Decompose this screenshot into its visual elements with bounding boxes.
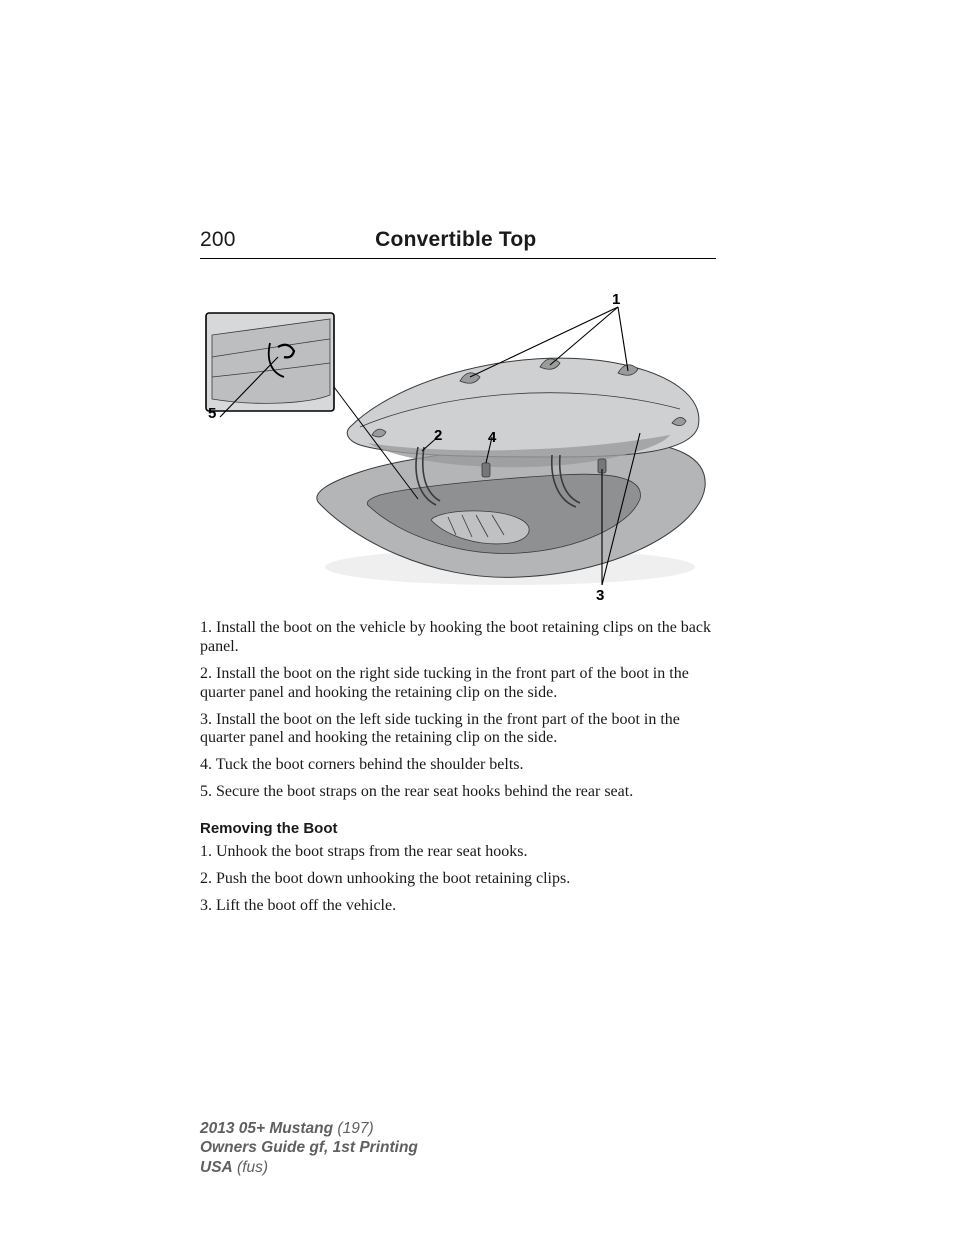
page-header: 200 Convertible Top xyxy=(200,228,716,259)
footer-model: 2013 05+ Mustang xyxy=(200,1120,333,1137)
callout-4: 4 xyxy=(488,429,496,446)
footer-region-code: (fus) xyxy=(233,1159,268,1176)
remove-steps: 1. Unhook the boot straps from the rear … xyxy=(200,843,716,916)
footer-region: USA xyxy=(200,1159,233,1176)
footer-block: 2013 05+ Mustang (197) Owners Guide gf, … xyxy=(200,1119,418,1177)
callout-1: 1 xyxy=(612,291,620,308)
callout-3: 3 xyxy=(596,587,604,604)
install-step: 5. Secure the boot straps on the rear se… xyxy=(200,783,716,802)
remove-step: 1. Unhook the boot straps from the rear … xyxy=(200,843,716,862)
manual-page: 200 Convertible Top xyxy=(0,0,954,1235)
remove-heading: Removing the Boot xyxy=(200,820,716,837)
page-title: Convertible Top xyxy=(196,228,716,252)
remove-step: 2. Push the boot down unhooking the boot… xyxy=(200,870,716,889)
footer-line-3: USA (fus) xyxy=(200,1158,418,1177)
install-step: 1. Install the boot on the vehicle by ho… xyxy=(200,619,716,657)
boot-diagram-svg xyxy=(200,277,716,607)
footer-line-2: Owners Guide gf, 1st Printing xyxy=(200,1138,418,1157)
remove-step: 3. Lift the boot off the vehicle. xyxy=(200,897,716,916)
callout-5: 5 xyxy=(208,405,216,422)
callout-2: 2 xyxy=(434,427,442,444)
footer-model-code: (197) xyxy=(333,1120,374,1137)
install-step: 3. Install the boot on the left side tuc… xyxy=(200,711,716,749)
install-step: 2. Install the boot on the right side tu… xyxy=(200,665,716,703)
boot-install-figure: 1 2 3 4 5 xyxy=(200,277,716,607)
install-step: 4. Tuck the boot corners behind the shou… xyxy=(200,756,716,775)
install-steps: 1. Install the boot on the vehicle by ho… xyxy=(200,619,716,802)
footer-line-1: 2013 05+ Mustang (197) xyxy=(200,1119,418,1138)
